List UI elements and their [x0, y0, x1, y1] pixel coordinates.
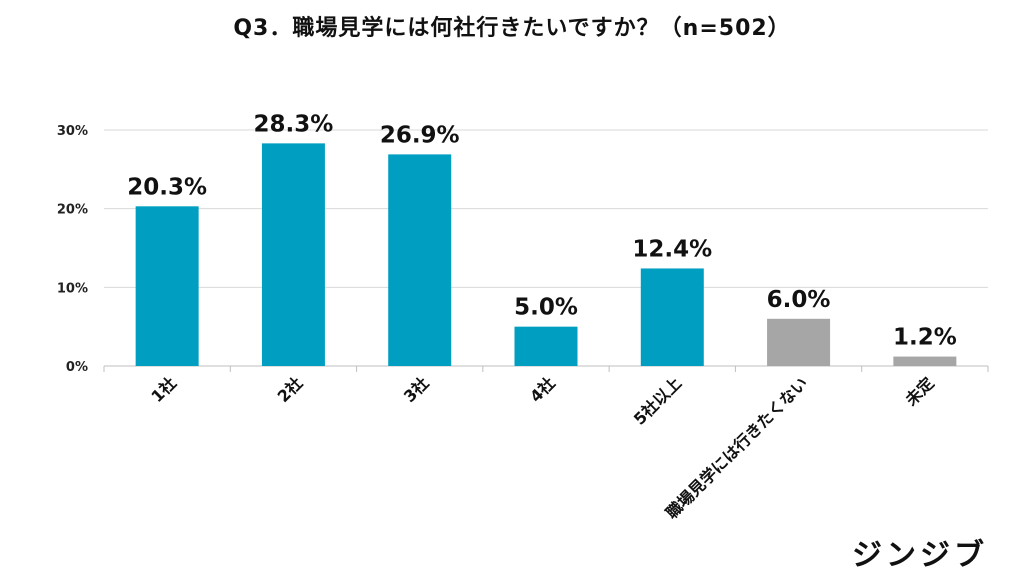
y-tick-label: 0% — [66, 360, 88, 375]
data-label: 1.2% — [893, 325, 957, 351]
x-tick-label: 5社以上 — [630, 373, 685, 428]
x-tick-label: 1社 — [147, 373, 180, 406]
chart-title: Q3．職場見学には何社行きたいですか？（n=502） — [233, 16, 791, 41]
brand-logo: ジンジブ — [852, 538, 988, 573]
data-label: 28.3% — [254, 111, 334, 137]
bar — [135, 206, 199, 366]
y-tick-label: 30% — [57, 124, 88, 139]
y-tick-label: 20% — [57, 203, 88, 218]
x-tick-label: 2社 — [274, 373, 307, 406]
y-tick-label: 10% — [57, 281, 88, 296]
bar — [767, 318, 831, 366]
bar — [388, 154, 452, 366]
bar — [640, 268, 704, 366]
bar — [514, 326, 578, 366]
data-label: 5.0% — [514, 295, 578, 321]
data-label: 26.9% — [380, 122, 460, 148]
x-tick-label: 3社 — [400, 373, 433, 406]
data-label: 20.3% — [127, 174, 207, 200]
data-label: 12.4% — [632, 236, 712, 262]
bar — [893, 356, 957, 366]
data-label: 6.0% — [767, 287, 831, 313]
x-tick-label: 4社 — [526, 373, 559, 406]
x-tick-label: 未定 — [901, 373, 938, 410]
bar — [261, 143, 325, 366]
x-tick-label: 職場見学には行きたくない — [662, 373, 811, 522]
